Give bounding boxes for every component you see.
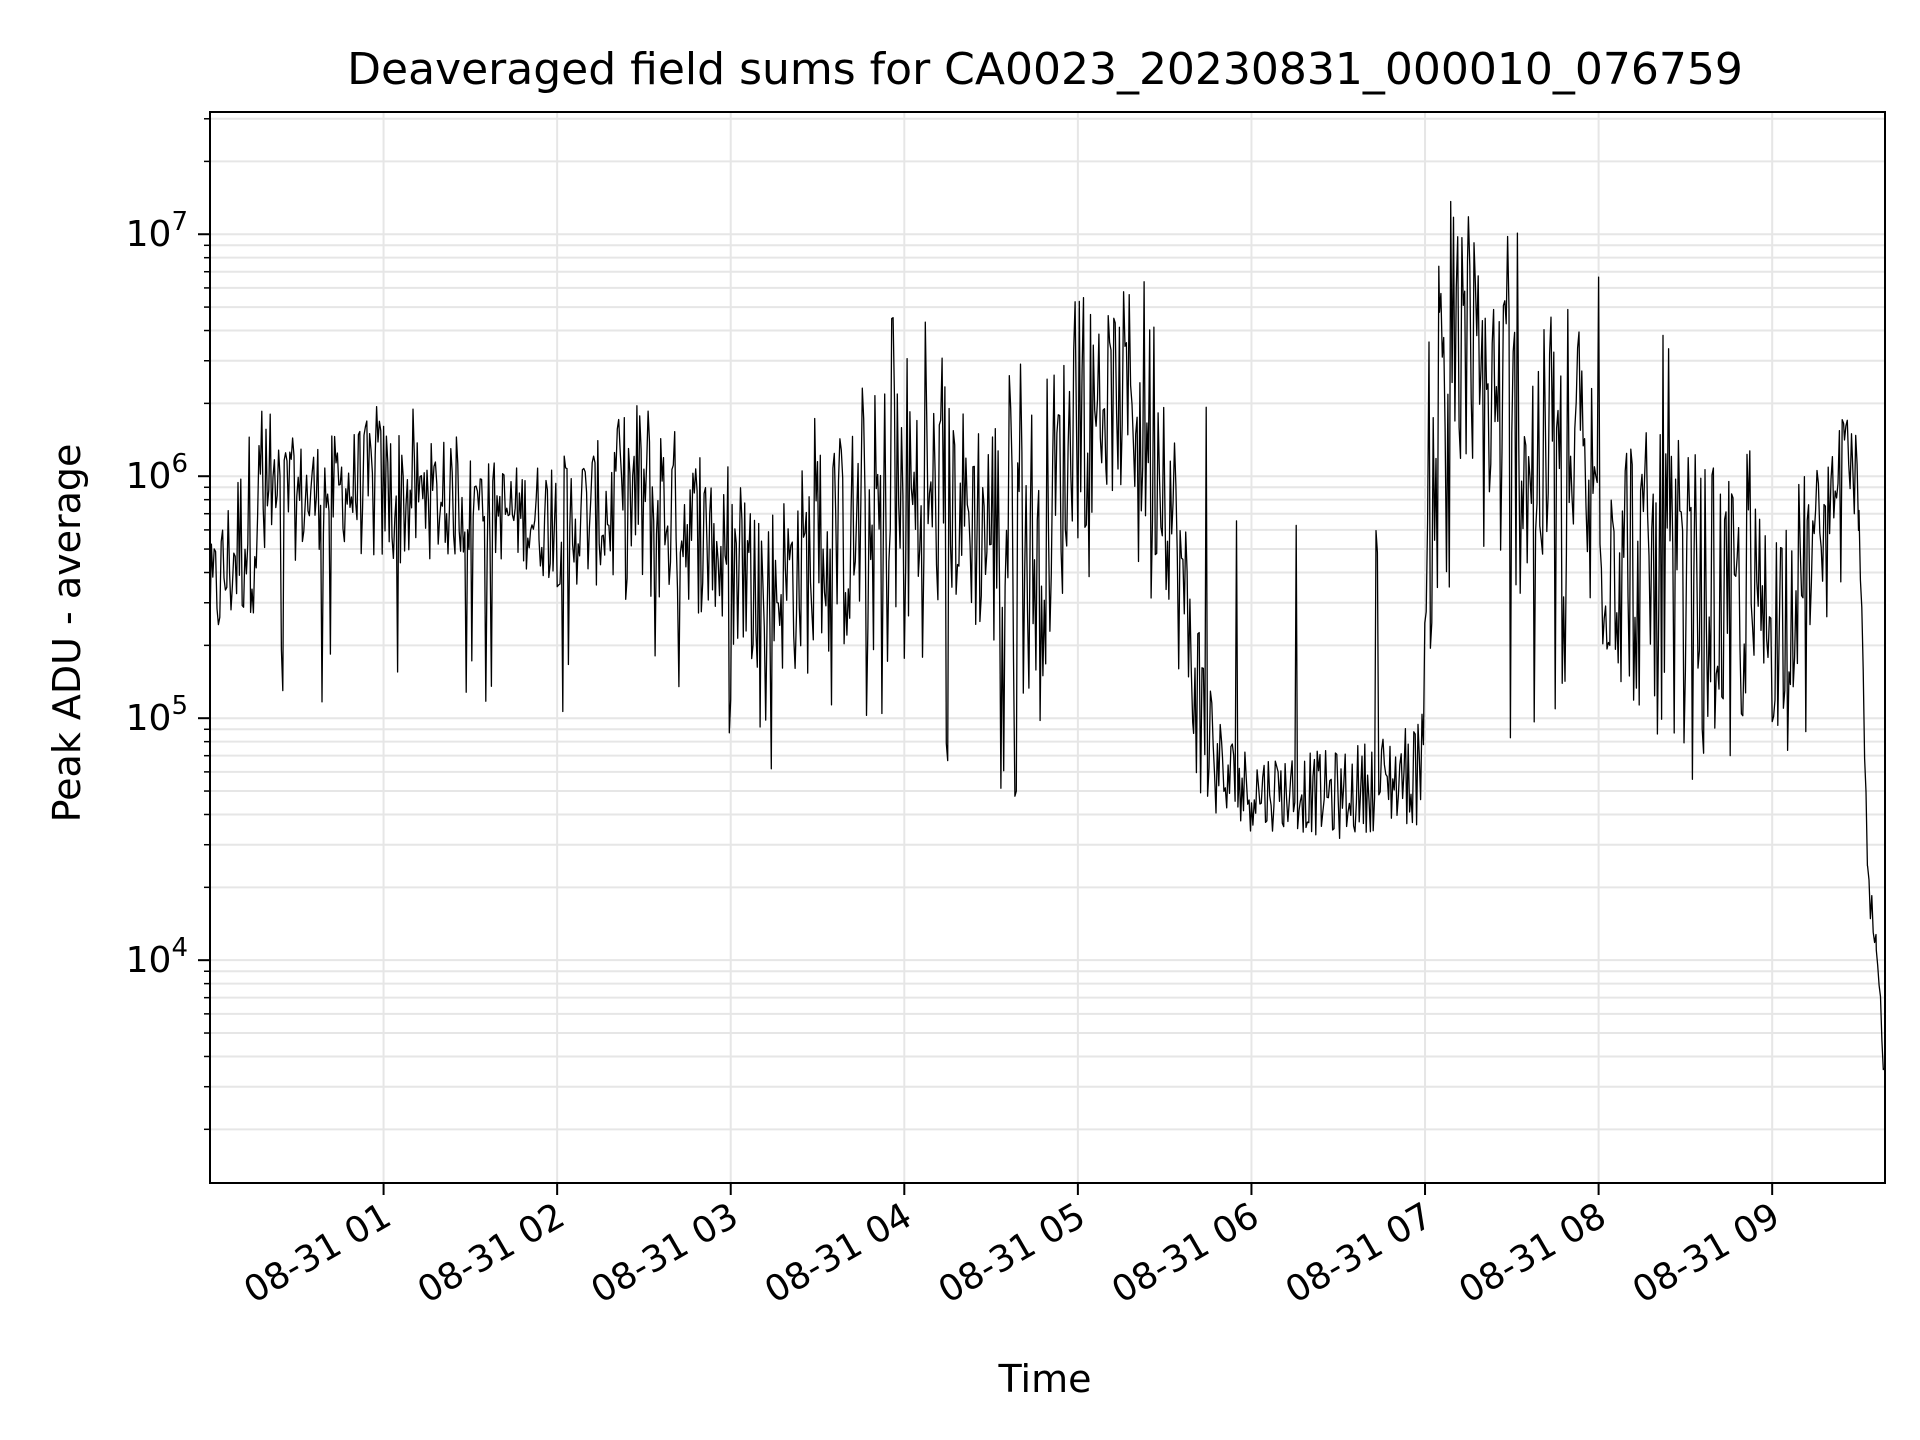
x-tick-label: 08-31 08 [1452, 1195, 1613, 1311]
y-tick-base: 10 [126, 940, 172, 981]
y-tick-label: 105 [126, 691, 188, 739]
x-tick-label: 08-31 02 [411, 1195, 572, 1311]
x-tick-label: 08-31 09 [1626, 1195, 1787, 1311]
y-tick-label: 107 [126, 207, 188, 255]
series-line [209, 200, 1886, 1087]
chart-title: Deaveraged field sums for CA0023_2023083… [347, 44, 1743, 95]
y-tick-base: 10 [126, 214, 172, 255]
x-axis-label: Time [998, 1357, 1092, 1401]
y-tick-label: 106 [126, 449, 188, 497]
y-tick-exponent: 5 [171, 691, 188, 721]
x-tick-label: 08-31 01 [237, 1195, 398, 1311]
series-layer [209, 200, 1886, 1087]
x-tick-label: 08-31 06 [1105, 1195, 1266, 1311]
y-tick-base: 10 [126, 456, 172, 497]
x-tick-label: 08-31 05 [932, 1195, 1093, 1311]
y-tick-exponent: 6 [171, 449, 188, 479]
y-axis-label: Peak ADU - average [45, 444, 89, 823]
y-tick-base: 10 [126, 698, 172, 739]
x-tick-label: 08-31 07 [1279, 1195, 1440, 1311]
plot-frame [209, 111, 1886, 1184]
grid-lines [210, 112, 1885, 1183]
x-tick-label: 08-31 04 [758, 1195, 919, 1311]
y-tick-exponent: 4 [171, 933, 188, 963]
tick-layer: 08-31 01 08-31 02 08-31 03 08-31 04 08-31 05… [126, 118, 1787, 1312]
y-tick-exponent: 7 [171, 207, 188, 237]
x-tick-label: 08-31 03 [585, 1195, 746, 1311]
y-tick-label: 104 [126, 933, 188, 981]
